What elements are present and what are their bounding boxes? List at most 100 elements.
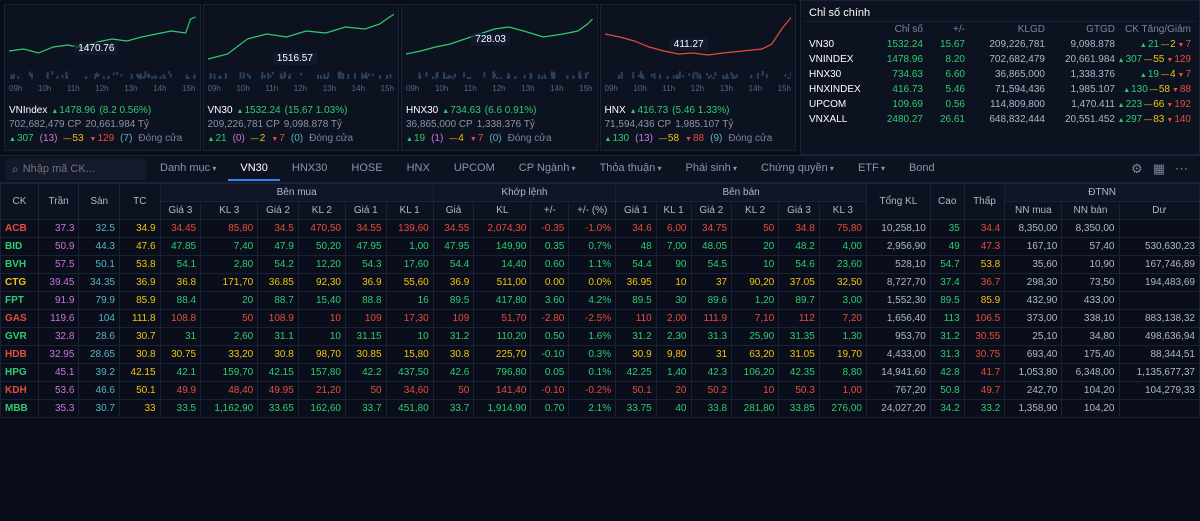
cell-san: 50.1 xyxy=(79,256,120,274)
index-row[interactable]: HNXINDEX 416.73 5.46 71,594,436 1,985.10… xyxy=(805,82,1195,97)
more-icon[interactable]: ⋯ xyxy=(1175,161,1188,177)
cell-symbol[interactable]: GVR xyxy=(1,328,39,346)
idx-up: 130 xyxy=(1123,84,1148,95)
tab-hnx[interactable]: HNX xyxy=(395,157,442,181)
cell-san: 39.2 xyxy=(79,364,120,382)
chart-flat: 58 xyxy=(659,132,679,146)
col-tongkl[interactable]: Tổng KL xyxy=(867,184,931,220)
cell-san: 34.35 xyxy=(79,274,120,292)
index-row[interactable]: HNX30 734.63 6.60 36,865,000 1,338.376 1… xyxy=(805,67,1195,82)
cell-nnmua: 298,30 xyxy=(1005,274,1062,292)
tab-hose[interactable]: HOSE xyxy=(339,157,394,181)
cell-kl: 149,90 xyxy=(474,238,531,256)
cell-symbol[interactable]: BVH xyxy=(1,256,39,274)
side-header: Chỉ số +/- KLGD GTGD CK Tăng/Giảm xyxy=(805,22,1195,37)
table-row[interactable]: HDB 32.95 28.65 30.8 30.7533,20 30.898,7… xyxy=(1,346,1200,364)
table-row[interactable]: ACB 37.3 32.5 34.9 34.4585,80 34.5470,50… xyxy=(1,220,1200,238)
tab-thỏa-thuận[interactable]: Thỏa thuận ▾ xyxy=(588,157,674,181)
cell-tc: 30.8 xyxy=(120,346,161,364)
idx-change: 15.67 xyxy=(923,39,965,50)
cell-nnban: 175,40 xyxy=(1062,346,1119,364)
settings-icon[interactable]: ⚙ xyxy=(1131,161,1143,177)
tab-upcom[interactable]: UPCOM xyxy=(442,157,507,181)
cell-cao: 49 xyxy=(930,238,964,256)
cell-nnmua: 8,350,00 xyxy=(1005,220,1062,238)
col-cao[interactable]: Cao xyxy=(930,184,964,220)
table-row[interactable]: BVH 57.5 50.1 53.8 54.12,80 54.212,20 54… xyxy=(1,256,1200,274)
cell-symbol[interactable]: HDB xyxy=(1,346,39,364)
col-thap[interactable]: Thấp xyxy=(964,184,1005,220)
cell-du: 88,344,51 xyxy=(1119,346,1200,364)
index-row[interactable]: UPCOM 109.69 0.56 114,809,800 1,470.411 … xyxy=(805,97,1195,112)
index-row[interactable]: VNXALL 2480.27 26.61 648,832,444 20,551.… xyxy=(805,112,1195,127)
tab-bar: ⌕ Danh mục ▾VN30HNX30HOSEHNXUPCOMCP Ngàn… xyxy=(0,155,1200,183)
chart-flat: 4 xyxy=(449,132,464,146)
cell-nnmua: 1,053,80 xyxy=(1005,364,1062,382)
table-row[interactable]: HPG 45.1 39.2 42.15 42.1159,70 42.15157,… xyxy=(1,364,1200,382)
cell-tongkl: 14,941,60 xyxy=(867,364,931,382)
chart-card[interactable]: 1470.76 09h10h11h12h13h14h15h VNIndex 14… xyxy=(4,4,201,151)
table-row[interactable]: FPT 91.9 79.9 85.9 88.420 88.715,40 88.8… xyxy=(1,292,1200,310)
chart-card[interactable]: 1516.57 09h10h11h12h13h14h15h VN30 1532.… xyxy=(203,4,400,151)
idx-change: 26.61 xyxy=(923,114,965,125)
idx-down: 7 xyxy=(1178,39,1192,50)
col-tc[interactable]: TC xyxy=(120,184,161,220)
cell-symbol[interactable]: BID xyxy=(1,238,39,256)
chart-card[interactable]: 411.27 09h10h11h12h13h14h15h HNX 416.73 … xyxy=(600,4,797,151)
chart-change: (15.67 1.03%) xyxy=(285,104,348,118)
cell-symbol[interactable]: HPG xyxy=(1,364,39,382)
index-row[interactable]: VNINDEX 1478.96 8.20 702,682,479 20,661.… xyxy=(805,52,1195,67)
cell-kl: 14,40 xyxy=(474,256,531,274)
cell-cao: 35 xyxy=(930,220,964,238)
tab-danh-mục[interactable]: Danh mục ▾ xyxy=(148,157,228,181)
col-ck[interactable]: CK xyxy=(1,184,39,220)
cell-symbol[interactable]: KDH xyxy=(1,382,39,400)
cell-nnmua: 25,10 xyxy=(1005,328,1062,346)
idx-gtgd: 1,470.411 xyxy=(1045,99,1115,110)
cell-symbol[interactable]: GAS xyxy=(1,310,39,328)
cell-pm: 0.35 xyxy=(531,238,569,256)
tab-phái-sinh[interactable]: Phái sinh ▾ xyxy=(673,157,749,181)
cell-symbol[interactable]: MBB xyxy=(1,400,39,418)
cell-symbol[interactable]: CTG xyxy=(1,274,39,292)
table-row[interactable]: CTG 39.45 34.35 36.9 36.8171,70 36.8592,… xyxy=(1,274,1200,292)
index-row[interactable]: VN30 1532.24 15.67 209,226,781 9,098.878… xyxy=(805,37,1195,52)
table-row[interactable]: KDH 53.6 46.6 50.1 49.948,40 49.9521,20 … xyxy=(1,382,1200,400)
cell-du xyxy=(1119,400,1200,418)
table-row[interactable]: MBB 35.3 30.7 33 33.51,162,90 33.65162,6… xyxy=(1,400,1200,418)
idx-up: 21 xyxy=(1140,39,1159,50)
cell-symbol[interactable]: ACB xyxy=(1,220,39,238)
tab-vn30[interactable]: VN30 xyxy=(228,157,280,181)
idx-down: 140 xyxy=(1166,114,1191,125)
col-tran[interactable]: Trần xyxy=(38,184,79,220)
grid-icon[interactable]: ▦ xyxy=(1153,161,1165,177)
idx-up: 297 xyxy=(1118,114,1143,125)
search-input[interactable] xyxy=(23,163,140,175)
table-row[interactable]: GVR 32.8 28.6 30.7 312,60 31.110 31.1510… xyxy=(1,328,1200,346)
cell-tc: 42.15 xyxy=(120,364,161,382)
idx-down: 129 xyxy=(1166,54,1191,65)
search-box[interactable]: ⌕ xyxy=(6,159,146,180)
cell-cao: 89.5 xyxy=(930,292,964,310)
cell-symbol[interactable]: FPT xyxy=(1,292,39,310)
cell-du: 104,279,33 xyxy=(1119,382,1200,400)
cell-cao: 31.3 xyxy=(930,346,964,364)
tab-etf[interactable]: ETF ▾ xyxy=(846,157,897,181)
cell-san: 32.5 xyxy=(79,220,120,238)
search-icon: ⌕ xyxy=(12,162,19,177)
tab-bond[interactable]: Bond xyxy=(897,157,947,181)
tab-chứng-quyền[interactable]: Chứng quyền ▾ xyxy=(749,157,846,181)
cell-pmp: 0.0% xyxy=(569,274,616,292)
tab-hnx30[interactable]: HNX30 xyxy=(280,157,339,181)
cell-thap: 36.7 xyxy=(964,274,1005,292)
tab-cp-ngành[interactable]: CP Ngành ▾ xyxy=(507,157,588,181)
cell-gia: 30.8 xyxy=(433,346,474,364)
chart-card[interactable]: 728.03 09h10h11h12h13h14h15h HNX30 734.6… xyxy=(401,4,598,151)
col-san[interactable]: Sàn xyxy=(79,184,120,220)
cell-kl: 2,074,30 xyxy=(474,220,531,238)
cell-pm: -0.10 xyxy=(531,346,569,364)
table-row[interactable]: GAS 119.6 104 111.8 108.850 108.910 1091… xyxy=(1,310,1200,328)
idx-flat: 4 xyxy=(1161,69,1176,80)
cell-gia: 89.5 xyxy=(433,292,474,310)
table-row[interactable]: BID 50.9 44.3 47.6 47.857,40 47.950,20 4… xyxy=(1,238,1200,256)
